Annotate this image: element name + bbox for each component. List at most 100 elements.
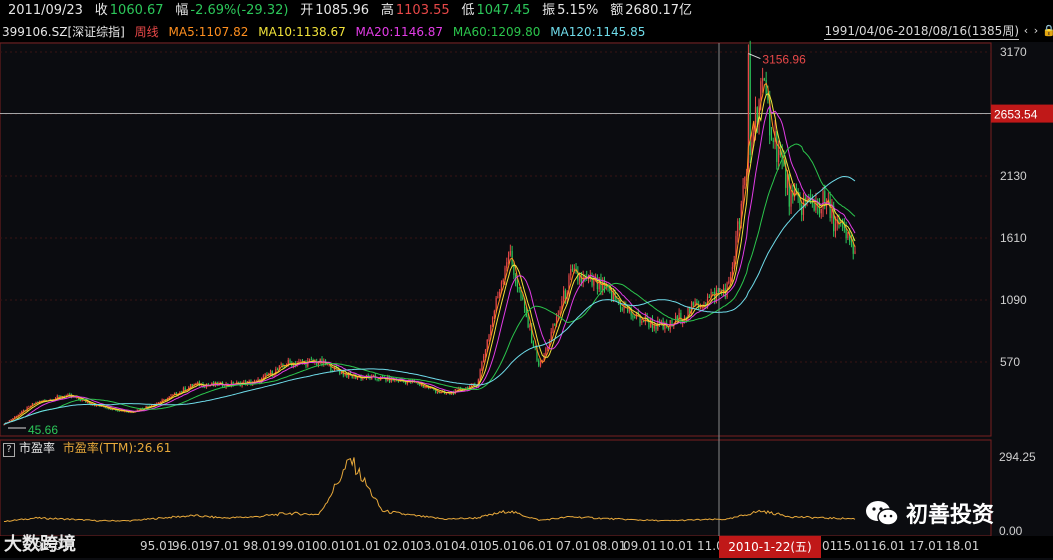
candle-body [340,371,343,374]
candle-body [404,381,407,384]
candle-body [310,359,312,361]
candle-body [849,232,851,242]
candle-body [88,402,90,405]
candle-body [438,391,440,393]
period-selector[interactable]: 周线 [134,25,159,39]
candle-body [714,292,716,301]
candle-body [522,297,524,299]
candle-body [173,392,176,395]
high-value: 1103.55 [395,3,450,18]
candle-body [28,406,30,408]
candle-body [529,325,531,327]
candle-body [426,386,428,388]
amp-label: 振 [542,3,556,18]
symbol-code: 399106.SZ [2,25,68,39]
candle-body [822,191,824,209]
candle-body [772,140,774,142]
candle-body [815,201,817,211]
candle-body [287,359,289,366]
ma20-legend: MA20:1146.87 [355,25,444,39]
candle-body [182,387,185,392]
candle-body [104,407,106,409]
price-tick-label: 3170 [1000,45,1027,59]
ma60-line [3,143,856,425]
candle-body [262,375,264,378]
candle-body [465,387,467,390]
time-tick-label: 17.01 [909,539,944,553]
candle-body [671,320,673,326]
candle-body [747,53,750,173]
chevron-right-icon[interactable]: › [1033,24,1039,37]
candle-body [801,205,803,215]
help-icon[interactable]: ? [3,443,15,457]
candle-body [317,362,320,365]
candle-body [356,377,359,379]
candle-body [733,259,735,268]
candle-body [429,387,431,389]
candle-body [543,354,545,361]
candle-body [454,388,456,394]
candle-body [850,241,853,243]
high-label: 高 [380,3,394,18]
candle-body [125,411,128,413]
candle-body [769,100,771,136]
candle-body [145,405,147,409]
date-range-label[interactable]: 1991/04/06-2018/08/16(1385周) [824,24,1019,40]
time-tick-label: 10.01 [659,539,694,553]
candle-body [147,405,149,407]
candle-body [136,409,138,412]
candle-body [763,78,765,81]
candle-body [202,383,204,388]
candle-body [507,255,510,263]
candle-body [531,325,533,343]
candle-body [8,420,10,423]
candle-body [740,203,742,225]
candle-body [536,347,538,361]
ma-legend-bar: 399106.SZ[深证综指] 周线 MA5:1107.82 MA10:1138… [0,22,1053,42]
candle-body [108,408,110,410]
candle-body [56,395,58,399]
candle-body [367,375,369,377]
time-tick-label: 05.01 [484,539,519,553]
candle-body [403,381,405,383]
chevron-left-icon[interactable]: ‹ [1023,24,1029,37]
candle-body [31,403,34,407]
time-tick-label: 08.01 [592,539,627,553]
candle-body [282,363,284,366]
candle-body [712,291,714,293]
candle-body [547,347,549,349]
candle-body [456,388,458,390]
amount-label: 额 [610,3,624,18]
candle-body [570,269,572,276]
candle-body [550,331,552,342]
candle-body [854,251,856,254]
candle-body [106,408,108,410]
time-tick-label: 15.01 [836,539,871,553]
candle-body [109,408,112,410]
candle-body [598,278,600,290]
candle-body [481,361,483,370]
candle-body [563,290,565,301]
candle-body [634,317,636,319]
candle-body [687,307,689,319]
open-value: 1085.96 [315,3,370,18]
candle-body [593,279,595,286]
candle-body [676,316,678,321]
candle-body [490,325,492,336]
candle-body [660,321,662,323]
candle-body [644,316,646,322]
lock-icon[interactable]: 🔒 [1042,24,1053,37]
candle-body [62,396,64,398]
pe-label: 市盈率(TTM):26.61 [62,441,172,455]
brand-text: 初善投资 [906,503,995,528]
candle-body [678,312,680,321]
candle-body [269,370,272,375]
candle-body [38,400,41,403]
candle-body [484,350,487,357]
symbol-name: [深证综指] [67,25,125,39]
candle-body [346,373,348,378]
candle-body [170,395,172,397]
candle-body [836,219,838,224]
candle-body [17,414,19,417]
